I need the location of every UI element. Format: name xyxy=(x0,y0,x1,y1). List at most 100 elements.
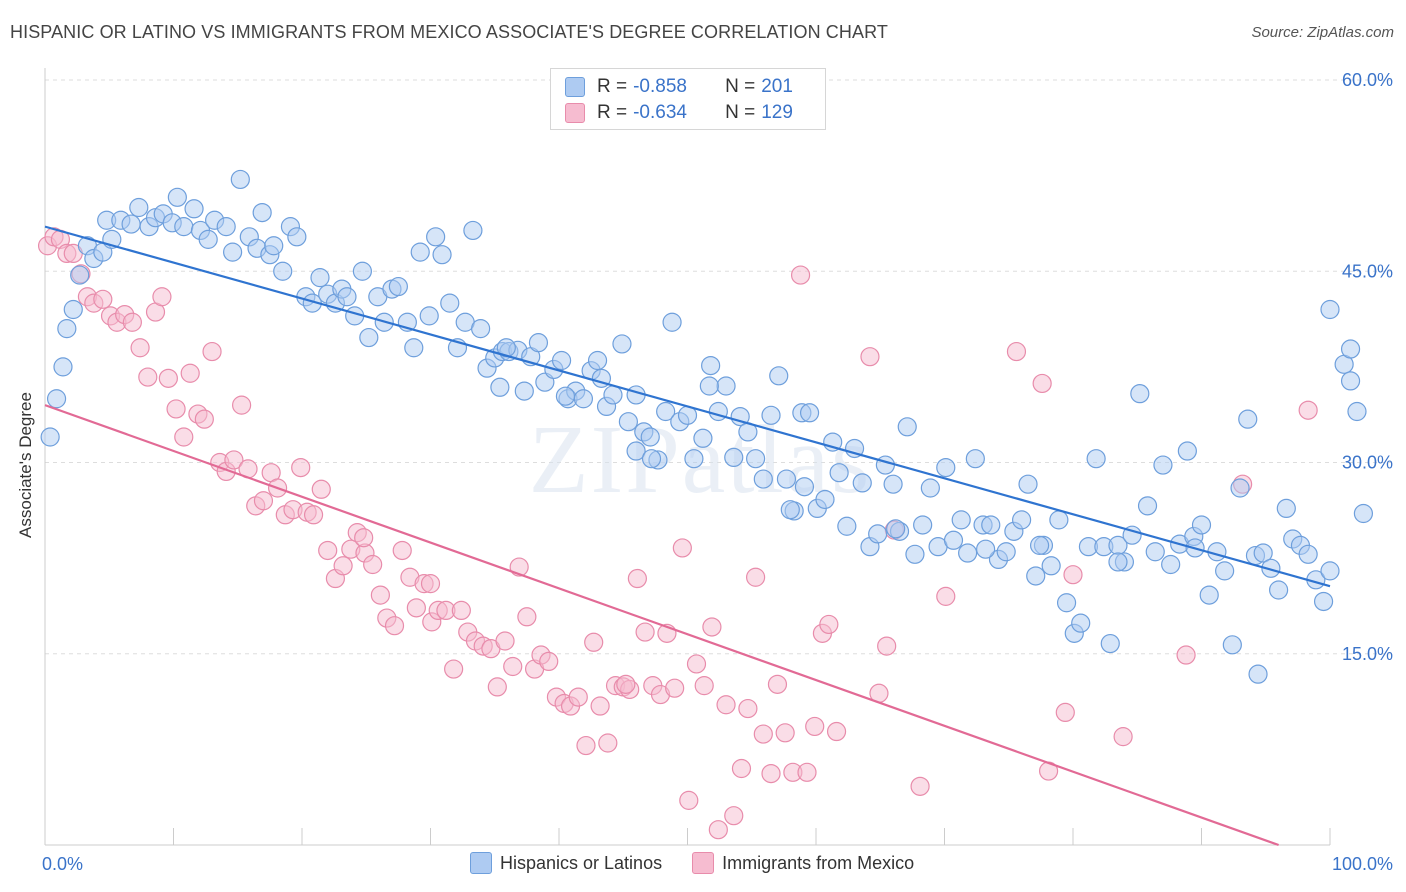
data-point-hispanics xyxy=(167,187,187,207)
data-point-hispanics xyxy=(471,319,491,339)
data-point-hispanics xyxy=(1253,543,1273,563)
data-point-immigrants xyxy=(790,265,811,285)
legend-r-label: R = xyxy=(597,102,628,123)
data-point-immigrants xyxy=(761,763,781,784)
data-point-hispanics xyxy=(1261,558,1281,578)
data-point-immigrants xyxy=(517,607,537,627)
legend-item-immigrants[interactable]: Immigrants from Mexico xyxy=(692,852,914,874)
data-point-hispanics xyxy=(426,227,446,247)
data-point-immigrants xyxy=(775,723,795,743)
data-point-hispanics xyxy=(641,449,662,469)
data-point-immigrants xyxy=(1006,341,1027,362)
correlation-legend: R = -0.858 N = 201 R = -0.634 N = 129 xyxy=(550,68,826,130)
legend-r-value: -0.858 xyxy=(633,76,687,97)
data-point-hispanics xyxy=(965,449,985,469)
data-point-immigrants xyxy=(333,556,353,576)
data-point-hispanics xyxy=(815,489,835,510)
legend-n-value: 201 xyxy=(761,76,793,97)
data-point-immigrants xyxy=(635,622,655,642)
x-tick-label: 100.0% xyxy=(1332,854,1393,874)
data-point-hispanics xyxy=(1268,580,1289,600)
data-point-immigrants xyxy=(694,676,714,696)
legend-label: Immigrants from Mexico xyxy=(722,852,915,873)
data-point-hispanics xyxy=(1086,449,1106,469)
data-point-immigrants xyxy=(1032,373,1052,394)
data-point-hispanics xyxy=(432,245,452,265)
data-point-hispanics xyxy=(1041,556,1061,576)
data-point-hispanics xyxy=(310,268,330,288)
data-point-hispanics xyxy=(46,389,67,409)
data-point-hispanics xyxy=(837,516,857,536)
data-point-hispanics xyxy=(273,261,293,281)
data-point-hispanics xyxy=(626,385,646,405)
data-point-immigrants xyxy=(708,820,728,840)
data-point-hispanics xyxy=(1199,585,1219,605)
data-point-hispanics xyxy=(943,530,964,550)
trend-line-hispanics xyxy=(44,225,1331,588)
data-point-hispanics xyxy=(753,469,773,489)
data-point-hispanics xyxy=(1056,593,1077,613)
data-point-hispanics xyxy=(724,447,744,467)
legend-row-immigrants: R = -0.634 N = 129 xyxy=(565,101,793,125)
data-point-immigrants xyxy=(370,585,390,605)
data-point-immigrants xyxy=(767,674,788,694)
legend-r-label: R = xyxy=(597,76,628,97)
data-point-immigrants xyxy=(495,631,515,651)
data-point-hispanics xyxy=(1320,299,1340,320)
data-point-hispanics xyxy=(388,276,408,297)
data-point-immigrants xyxy=(202,341,222,362)
data-point-hispanics xyxy=(1313,591,1334,612)
data-point-hispanics xyxy=(264,236,284,256)
legend-item-hispanics[interactable]: Hispanics or Latinos xyxy=(470,852,662,874)
data-point-hispanics xyxy=(129,197,149,218)
data-point-hispanics xyxy=(63,299,83,320)
legend-r-value: -0.634 xyxy=(633,102,687,123)
data-point-hispanics xyxy=(1230,478,1250,498)
x-tick-label: 0.0% xyxy=(42,854,83,874)
data-point-hispanics xyxy=(573,389,594,409)
data-point-hispanics xyxy=(1340,371,1361,391)
data-point-hispanics xyxy=(776,469,797,489)
data-point-immigrants xyxy=(503,656,523,677)
data-point-hispanics xyxy=(976,539,996,559)
data-point-hispanics xyxy=(883,474,903,494)
data-point-immigrants xyxy=(1063,565,1083,585)
data-point-immigrants xyxy=(354,528,374,548)
data-point-hispanics xyxy=(699,376,719,396)
data-point-hispanics xyxy=(1248,664,1268,684)
data-point-hispanics xyxy=(693,428,713,448)
data-point-hispanics xyxy=(951,510,971,530)
data-point-hispanics xyxy=(1029,535,1050,555)
data-point-hispanics xyxy=(958,543,978,563)
data-point-immigrants xyxy=(598,733,618,753)
data-point-hispanics xyxy=(897,417,917,437)
legend-n-label: N = xyxy=(725,76,756,97)
data-point-immigrants xyxy=(826,721,847,742)
data-point-hispanics xyxy=(662,312,682,332)
data-point-immigrants xyxy=(731,758,752,779)
trend-line-immigrants xyxy=(44,404,1279,847)
data-point-immigrants xyxy=(224,450,244,470)
data-point-hispanics xyxy=(1191,515,1212,535)
data-point-hispanics xyxy=(463,220,483,241)
y-axis-label: Associate's Degree xyxy=(16,392,35,538)
data-point-immigrants xyxy=(590,696,610,716)
data-point-immigrants xyxy=(753,724,773,744)
data-point-immigrants xyxy=(194,409,214,429)
data-point-hispanics xyxy=(1353,503,1374,524)
data-point-hispanics xyxy=(640,427,660,447)
data-point-hispanics xyxy=(996,542,1016,562)
data-point-hispanics xyxy=(852,473,872,493)
data-point-hispanics xyxy=(1347,401,1367,422)
data-point-hispanics xyxy=(1222,635,1242,655)
data-point-immigrants xyxy=(174,427,194,447)
legend-row-hispanics: R = -0.858 N = 201 xyxy=(565,75,793,99)
y-tick-labels: 15.0% 30.0% 45.0% 60.0% xyxy=(1342,70,1393,664)
data-point-hispanics xyxy=(287,227,307,247)
legend-swatch-blue xyxy=(565,77,585,97)
trend-lines xyxy=(44,225,1331,847)
x-tick-labels: 0.0% 100.0% xyxy=(42,854,1393,874)
data-point-immigrants xyxy=(860,347,880,367)
data-point-hispanics xyxy=(780,500,800,520)
data-point-hispanics xyxy=(1108,552,1128,572)
